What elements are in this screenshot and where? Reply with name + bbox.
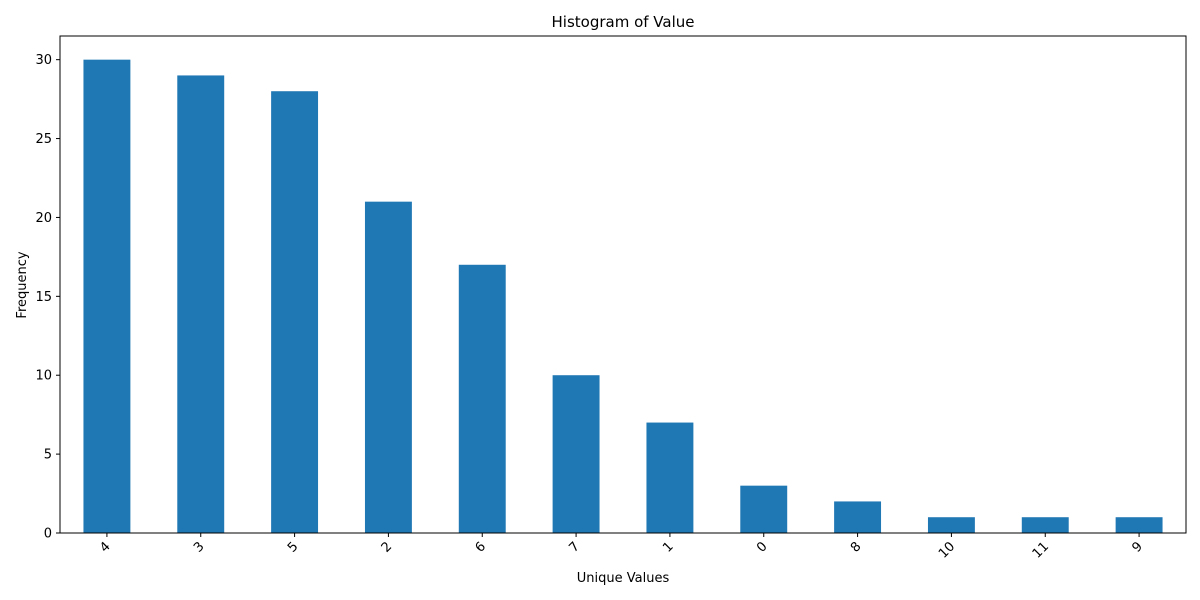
x-axis-label: Unique Values: [577, 571, 670, 586]
bar-1: [646, 422, 694, 533]
x-tick-label: 1: [660, 539, 676, 555]
x-tick-label: 11: [1030, 539, 1052, 561]
chart-title: Histogram of Value: [552, 13, 695, 31]
bar-7: [552, 375, 600, 533]
x-tick-label: 9: [1129, 539, 1145, 555]
bars-group: [83, 59, 1163, 534]
x-tick-label: 0: [754, 539, 770, 555]
bar-9: [1115, 517, 1163, 533]
x-tick-label: 10: [936, 539, 958, 561]
bar-3: [177, 75, 225, 533]
x-tick-label: 2: [379, 539, 395, 555]
y-axis-label: Frequency: [15, 251, 30, 318]
bar-8: [834, 501, 882, 533]
y-tick-label: 10: [35, 369, 52, 384]
x-tick-label: 3: [191, 539, 207, 555]
y-tick-label: 0: [44, 527, 52, 542]
y-tick-label: 20: [35, 211, 52, 226]
x-tick-label: 8: [848, 539, 864, 555]
y-tick-label: 5: [44, 448, 52, 463]
y-tick-label: 15: [35, 290, 52, 305]
y-axis: 0 5 10 15 20 25 30: [35, 53, 60, 542]
bar-10: [927, 517, 975, 533]
bar-11: [1021, 517, 1069, 533]
bar-0: [740, 485, 788, 533]
plot-frame: [59, 35, 1187, 534]
x-tick-label: 6: [473, 539, 489, 555]
bar-2: [364, 201, 412, 534]
x-tick-label: 7: [566, 539, 582, 555]
x-tick-label: 4: [97, 539, 113, 555]
y-tick-label: 30: [35, 53, 52, 68]
x-axis: 4 3 5 2 6 7 1 0 8 10 11 9: [97, 533, 1146, 562]
bar-5: [271, 91, 319, 533]
bar-4: [83, 59, 131, 534]
x-tick-label: 5: [285, 539, 301, 555]
y-tick-label: 25: [35, 132, 52, 147]
bar-6: [458, 264, 506, 533]
